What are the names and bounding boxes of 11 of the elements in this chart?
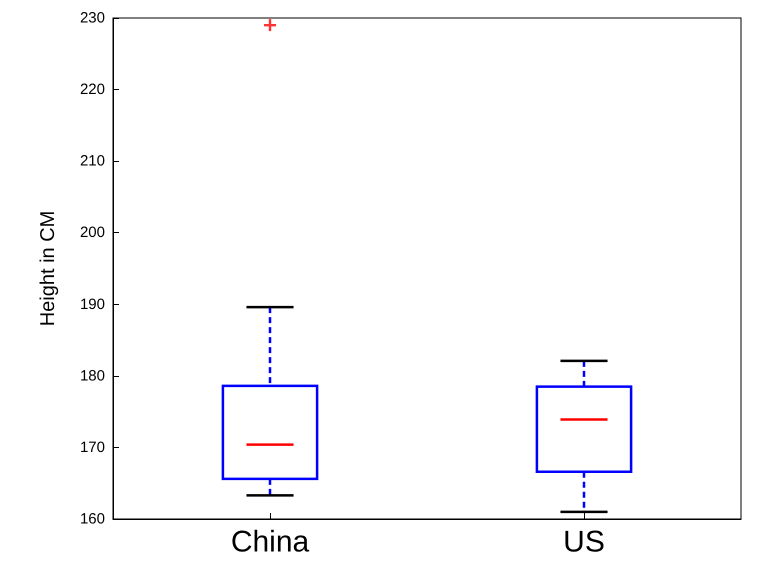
y-tick-label: 210 — [80, 152, 105, 170]
y-tick-label: 180 — [80, 367, 105, 384]
y-tick-label: 160 — [80, 510, 105, 528]
y-tick-label: 200 — [80, 224, 105, 242]
x-tick-label: China — [230, 526, 310, 558]
y-tick-label: 230 — [80, 10, 105, 26]
x-tick-label: US — [563, 526, 605, 558]
y-axis-title: Height in CM — [37, 210, 59, 326]
y-tick-label: 170 — [80, 438, 105, 456]
y-tick-label: 190 — [80, 296, 105, 313]
y-tick-label: 220 — [80, 81, 105, 98]
